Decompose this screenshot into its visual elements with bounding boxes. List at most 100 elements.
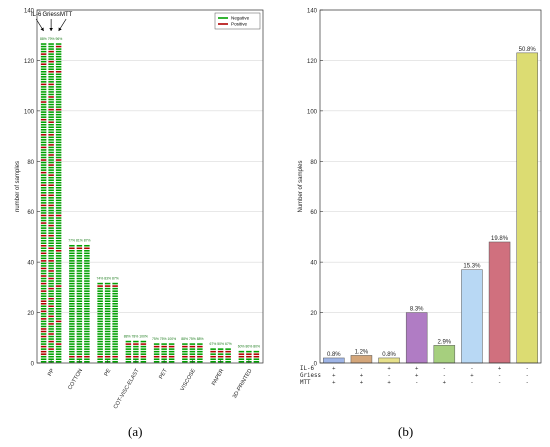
bar-segment: [161, 350, 167, 353]
bar-segment: [55, 166, 62, 169]
bar-segment: [133, 343, 139, 345]
bar-segment: [84, 287, 90, 290]
bar-segment: [69, 355, 75, 358]
bar-segment: [40, 260, 47, 262]
data-label: 74% 83% 87%: [97, 276, 119, 280]
bar-segment: [76, 323, 83, 325]
bar-segment: [48, 358, 54, 360]
bar-segment: [84, 290, 90, 292]
bar-segment: [40, 60, 47, 63]
bar-segment: [76, 345, 83, 348]
bar-segment: [40, 136, 47, 139]
bar-segment: [140, 360, 147, 363]
bar-segment: [112, 295, 118, 297]
bar-segment: [40, 166, 47, 169]
bar-segment: [40, 144, 47, 146]
bar-segment: [161, 345, 167, 348]
bar: [112, 282, 118, 363]
bar-segment: [104, 353, 111, 355]
bar-segment: [55, 350, 62, 353]
test-label: Griess: [42, 12, 59, 18]
bar-segment: [69, 270, 75, 272]
bar-segment: [168, 358, 175, 360]
bar-segment: [125, 358, 132, 360]
bar-segment: [161, 348, 167, 350]
bar-segment: [76, 328, 83, 330]
bar: [84, 244, 90, 363]
bar-segment: [84, 350, 90, 353]
bar-segment: [55, 174, 62, 176]
bar-segment: [55, 295, 62, 297]
bar-segment: [48, 121, 54, 123]
bar-segment: [140, 348, 147, 350]
bar-segment: [168, 348, 175, 350]
bar-segment: [40, 184, 47, 187]
bar-segment: [153, 345, 160, 348]
bar-segment: [40, 88, 47, 91]
bar-segment: [97, 343, 103, 345]
bar-segment: [125, 345, 132, 348]
bar-segment: [55, 192, 62, 194]
bar-segment: [104, 315, 111, 318]
bar-segment: [69, 315, 75, 318]
bar-segment: [48, 60, 54, 63]
bar-segment: [217, 358, 224, 360]
bar-segment: [48, 244, 54, 247]
bar-segment: [48, 159, 54, 161]
bar-segment: [133, 358, 139, 360]
bar-segment: [48, 88, 54, 91]
bar-segment: [76, 277, 83, 280]
bar-segment: [40, 45, 47, 48]
bar-segment: [104, 343, 111, 345]
bar-segment: [69, 280, 75, 282]
bar-segment: [84, 277, 90, 280]
bar-segment: [55, 348, 62, 350]
bar-segment: [55, 134, 62, 136]
bar: [168, 343, 175, 363]
bar-segment: [40, 176, 47, 179]
bar-segment: [182, 355, 188, 358]
bar-segment: [153, 343, 160, 345]
bar-segment: [48, 247, 54, 250]
bar-segment: [112, 358, 118, 360]
bar-segment: [55, 323, 62, 325]
bar-segment: [55, 292, 62, 295]
bar-segment: [55, 83, 62, 86]
bar-segment: [55, 227, 62, 229]
bar-segment: [76, 244, 83, 247]
bar-segment: [40, 171, 47, 174]
bar-segment: [48, 161, 54, 164]
bar-segment: [55, 53, 62, 55]
bar-segment: [69, 320, 75, 323]
bar-segment: [69, 244, 75, 247]
bar-segment: [69, 275, 75, 277]
bar-segment: [40, 237, 47, 239]
bar-segment: [48, 242, 54, 245]
bar-segment: [48, 227, 54, 229]
bar-segment: [112, 310, 118, 313]
bar-segment: [210, 353, 216, 355]
bar: [238, 350, 245, 363]
bar-segment: [48, 272, 54, 275]
bar-segment: [48, 333, 54, 335]
bar-segment: [48, 192, 54, 194]
y-tick-label-b: 80: [310, 160, 317, 166]
bar-segment: [104, 318, 111, 320]
bar-segment: [84, 325, 90, 328]
bar-segment: [246, 350, 252, 353]
bar-segment: [55, 239, 62, 242]
bar: [323, 357, 345, 364]
x-tick-label: PP: [47, 368, 56, 378]
bar-segment: [40, 43, 47, 45]
bar-segment: [40, 146, 47, 149]
bar-segment: [55, 242, 62, 245]
bar-segment: [112, 325, 118, 328]
bar-segment: [253, 358, 260, 360]
bar-segment: [197, 358, 203, 360]
bar-segment: [197, 355, 203, 358]
bar-segment: [48, 106, 54, 108]
bar-segment: [48, 229, 54, 232]
bar-segment: [55, 217, 62, 219]
bar: [125, 340, 132, 363]
bar-segment: [197, 345, 203, 348]
